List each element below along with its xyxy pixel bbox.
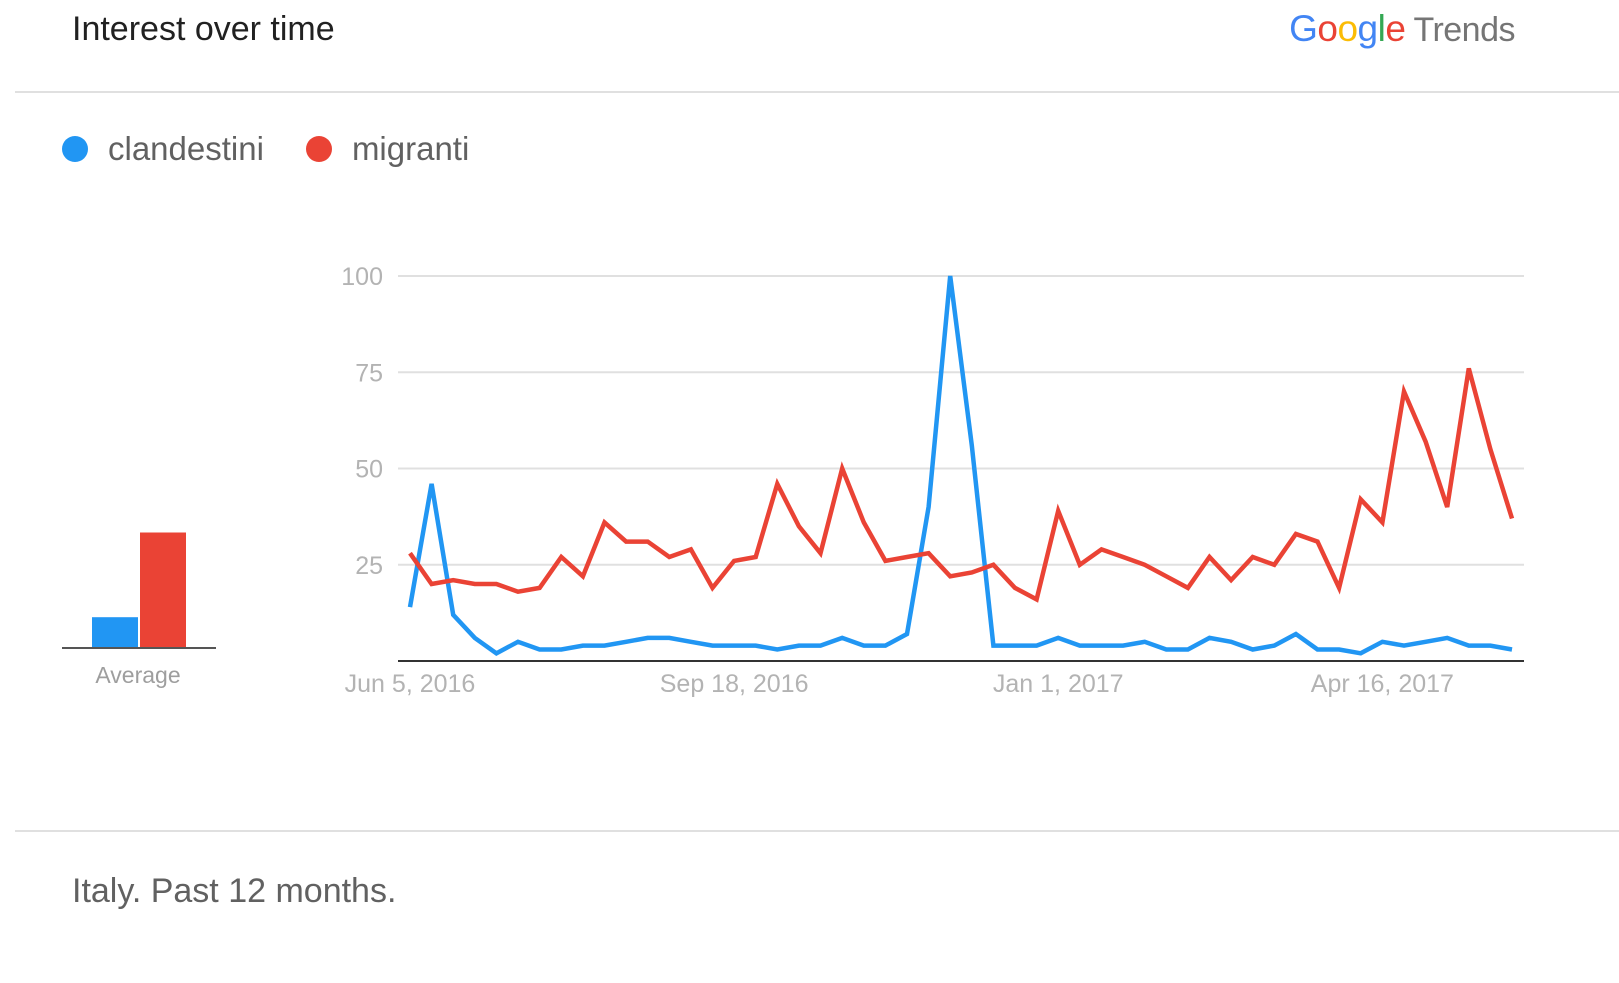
widget-header: Interest over time Google Trends [0,0,1619,95]
y-tick-label: 75 [355,359,383,387]
y-tick-label: 50 [355,456,383,484]
series-line-migranti [408,367,1515,603]
footer-divider [15,830,1619,832]
legend-label: clandestini [108,130,264,167]
legend-item-clandestini[interactable]: clandestini [62,130,264,168]
average-bar-clandestini [92,617,138,648]
legend-item-migranti[interactable]: migranti [305,130,470,168]
series-line-clandestini [407,275,1513,656]
legend-label: migranti [351,130,470,167]
average-label: Average [95,662,180,688]
y-tick-label: 100 [341,263,383,291]
x-tick-label: Apr 16, 2017 [1311,670,1454,698]
y-tick-label: 25 [355,552,383,580]
google-trends-logo[interactable]: Google Trends [1289,8,1515,50]
x-tick-label: Jun 5, 2016 [345,670,476,698]
legend-dot-icon [62,136,88,162]
trends-wordmark: Trends [1413,11,1515,49]
chart-legend: clandestini migranti [62,130,511,168]
google-wordmark: Google [1289,8,1406,49]
footer-caption: Italy. Past 12 months. [72,872,397,910]
x-tick-label: Jan 1, 2017 [993,670,1124,698]
widget-title: Interest over time [72,10,335,48]
average-bar-migranti [140,532,186,648]
legend-dot-icon [305,136,332,162]
header-divider [15,91,1619,93]
x-tick-label: Sep 18, 2016 [660,670,809,698]
